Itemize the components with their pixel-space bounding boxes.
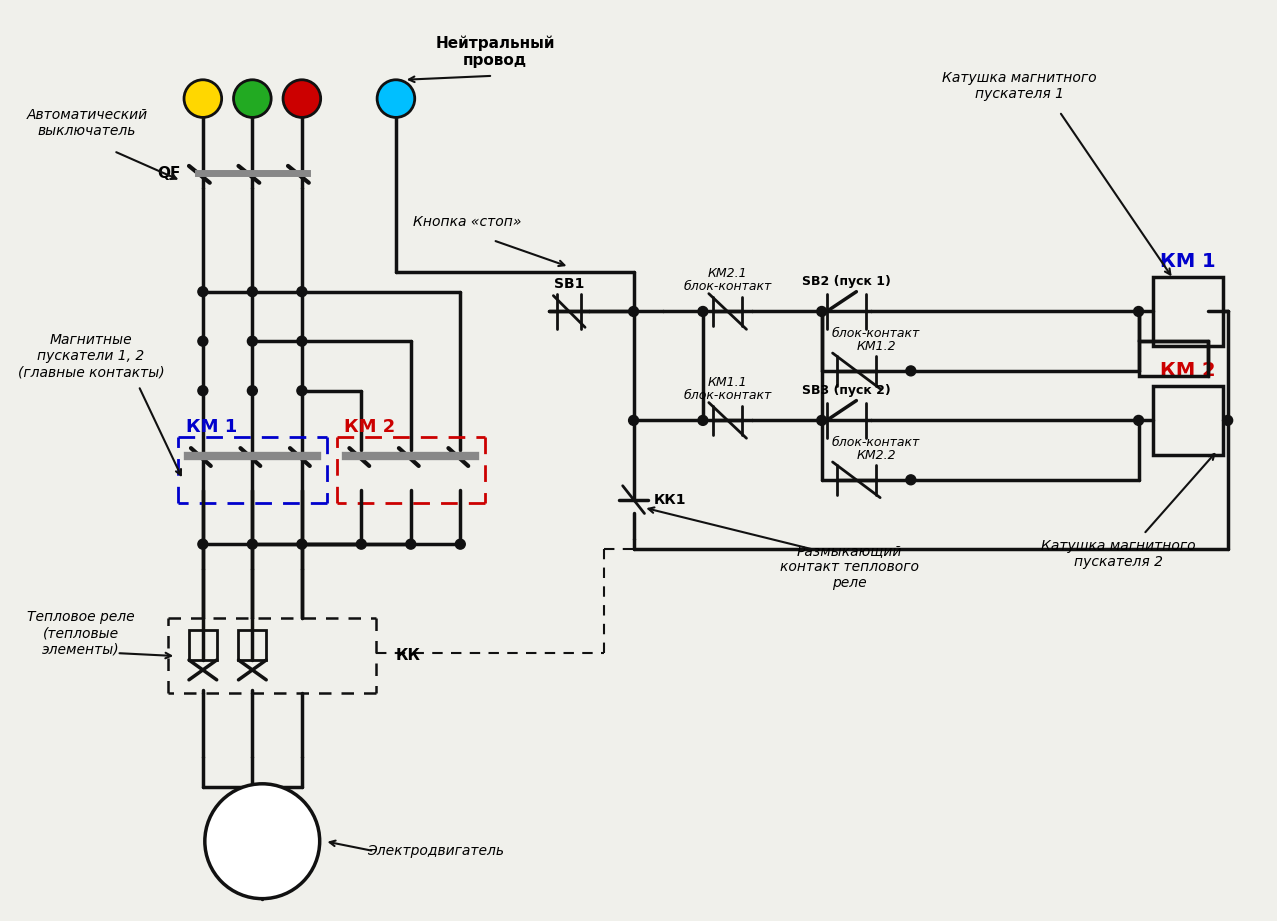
Circle shape	[699, 415, 707, 426]
Text: КК: КК	[396, 647, 421, 662]
Text: Размыкающий
контакт теплового
реле: Размыкающий контакт теплового реле	[780, 543, 919, 590]
Circle shape	[406, 539, 416, 549]
Circle shape	[905, 366, 916, 376]
Bar	[1139, 341, 1208, 376]
Text: КМ2.2: КМ2.2	[857, 449, 896, 461]
Text: КМ 2: КМ 2	[345, 418, 396, 437]
Circle shape	[1223, 415, 1232, 426]
Text: КМ 1: КМ 1	[186, 418, 238, 437]
Circle shape	[356, 539, 366, 549]
Text: блок-контакт: блок-контакт	[833, 327, 921, 340]
Text: Кнопка «стоп»: Кнопка «стоп»	[412, 216, 521, 229]
Bar	[1153, 386, 1223, 455]
Text: SB1: SB1	[554, 276, 585, 291]
Bar	[189, 630, 217, 660]
Circle shape	[628, 415, 638, 426]
Text: блок-контакт: блок-контакт	[683, 280, 771, 293]
Circle shape	[1134, 307, 1143, 317]
Text: SB2 (пуск 1): SB2 (пуск 1)	[802, 275, 891, 288]
Text: QF: QF	[157, 167, 181, 181]
Text: КМ1.2: КМ1.2	[857, 340, 896, 353]
Circle shape	[298, 286, 306, 297]
Circle shape	[377, 80, 415, 117]
Text: Нейтральный
провод: Нейтральный провод	[435, 36, 554, 68]
Text: Тепловое реле
(тепловые
элементы): Тепловое реле (тепловые элементы)	[27, 610, 135, 657]
Text: A: A	[197, 91, 208, 106]
Circle shape	[283, 80, 321, 117]
Text: Катушка магнитного
пускателя 1: Катушка магнитного пускателя 1	[942, 71, 1097, 100]
Text: КМ 1: КМ 1	[1161, 252, 1216, 272]
Text: Катушка магнитного
пускателя 2: Катушка магнитного пускателя 2	[1042, 539, 1197, 569]
Circle shape	[298, 539, 306, 549]
Text: КК1: КК1	[654, 493, 686, 507]
Text: B: B	[246, 91, 258, 106]
Circle shape	[628, 307, 638, 317]
Text: блок-контакт: блок-контакт	[683, 390, 771, 402]
Circle shape	[1134, 415, 1143, 426]
Text: C: C	[296, 91, 308, 106]
Circle shape	[248, 539, 257, 549]
Circle shape	[248, 336, 257, 346]
Circle shape	[198, 539, 208, 549]
Circle shape	[298, 386, 306, 396]
Bar	[1153, 277, 1223, 346]
Circle shape	[234, 80, 271, 117]
Text: Электродвигатель: Электродвигатель	[366, 845, 504, 858]
Circle shape	[699, 307, 707, 317]
Circle shape	[905, 475, 916, 484]
Circle shape	[248, 386, 257, 396]
Text: КМ 2: КМ 2	[1161, 361, 1216, 380]
Circle shape	[456, 539, 465, 549]
Text: SB3 (пуск 2): SB3 (пуск 2)	[802, 384, 891, 397]
Circle shape	[198, 286, 208, 297]
Bar	[239, 630, 266, 660]
Text: блок-контакт: блок-контакт	[833, 436, 921, 449]
Circle shape	[817, 415, 826, 426]
Text: N: N	[389, 91, 402, 106]
Text: М: М	[250, 829, 275, 853]
Circle shape	[817, 307, 826, 317]
Circle shape	[248, 286, 257, 297]
Text: Магнитные
пускатели 1, 2
(главные контакты): Магнитные пускатели 1, 2 (главные контак…	[18, 332, 165, 379]
Circle shape	[184, 80, 222, 117]
Circle shape	[198, 386, 208, 396]
Circle shape	[204, 784, 319, 899]
Text: Автоматический
выключатель: Автоматический выключатель	[27, 109, 148, 138]
Text: КМ1.1: КМ1.1	[707, 377, 747, 390]
Text: КМ2.1: КМ2.1	[707, 267, 747, 280]
Circle shape	[298, 336, 306, 346]
Circle shape	[198, 336, 208, 346]
